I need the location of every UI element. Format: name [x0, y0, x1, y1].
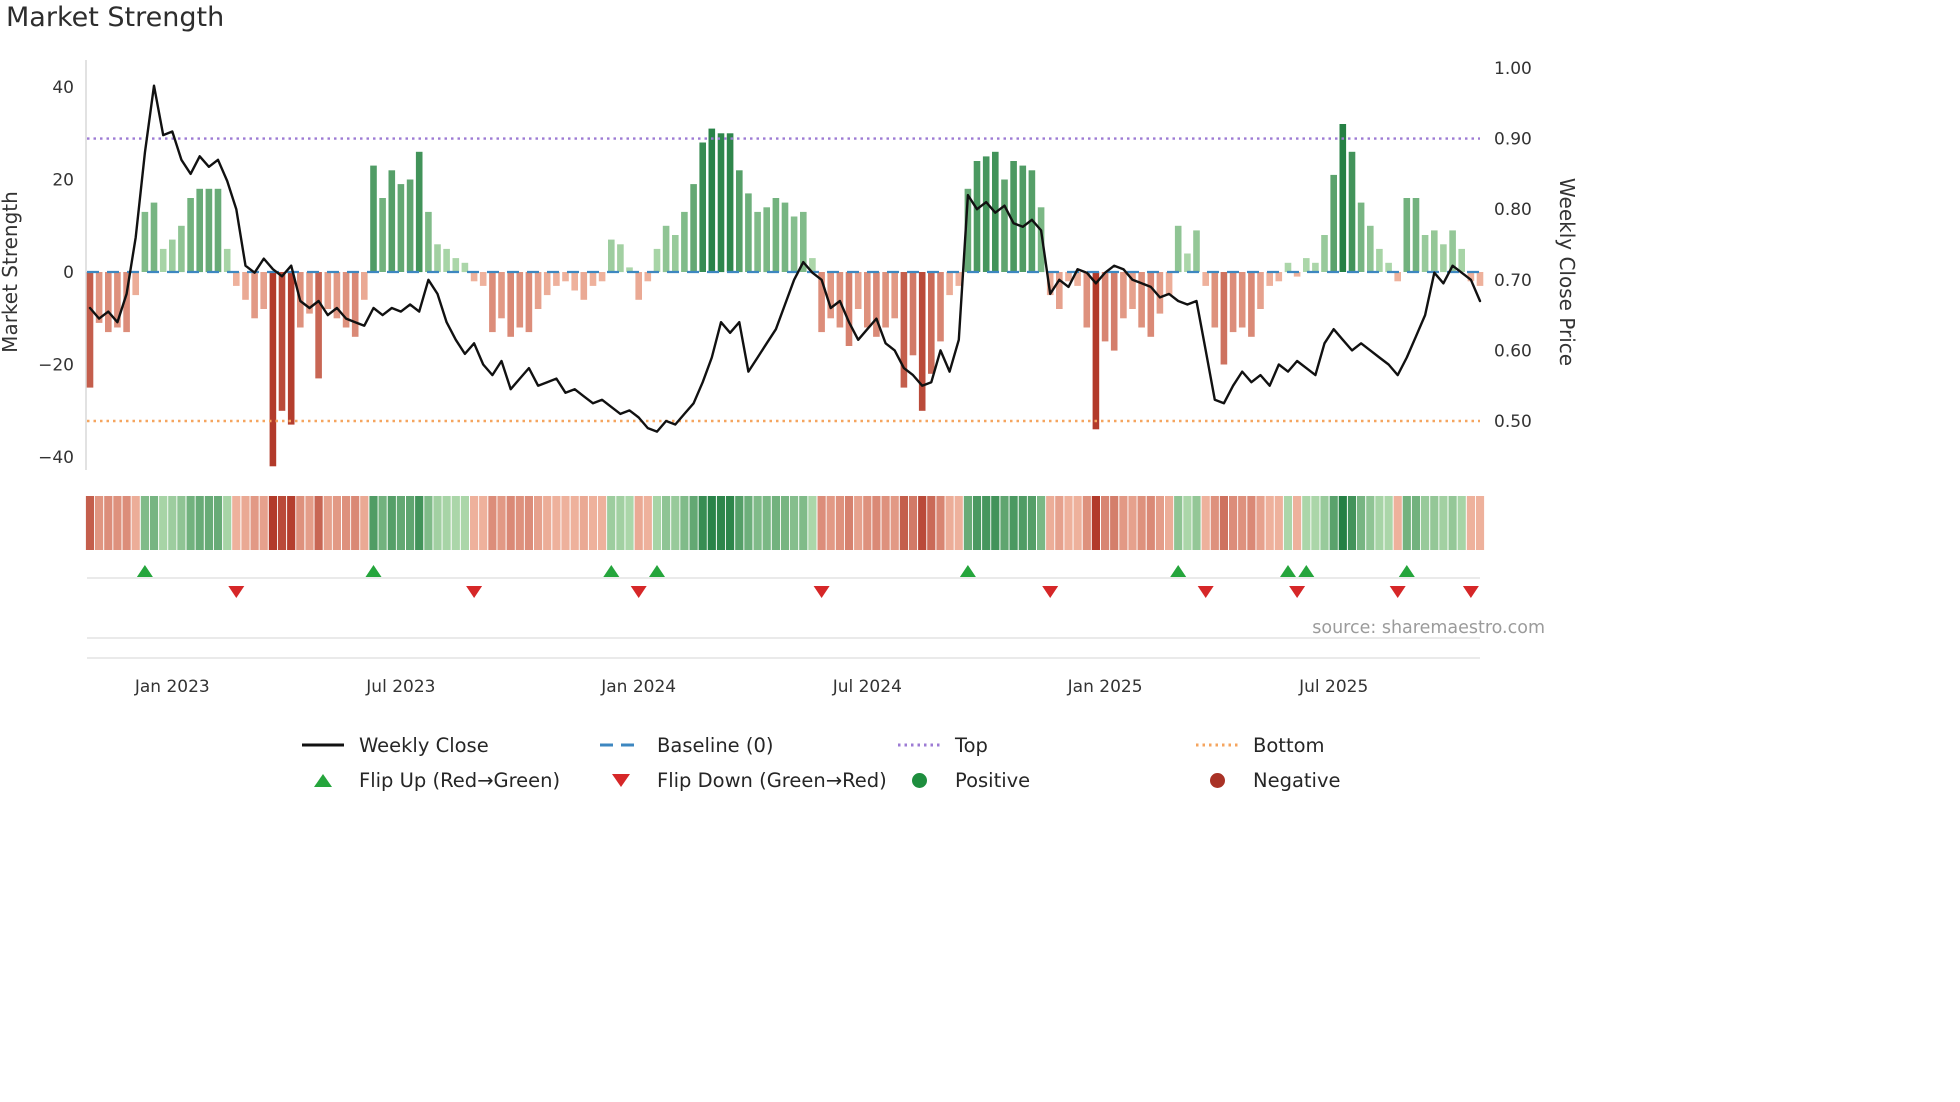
flip-down-marker — [1042, 586, 1059, 598]
right-axis-tick-label: 0.80 — [1494, 200, 1532, 220]
strength-heatmap-strip — [85, 496, 1485, 550]
x-axis-tick-label: Jan 2024 — [600, 677, 676, 697]
legend-item-weekly-close: Weekly Close — [300, 732, 598, 758]
legend-item-flip-up: Flip Up (Red→Green) — [300, 767, 598, 793]
positive-dot-icon — [896, 772, 942, 788]
left-axis-tick-label: −40 — [38, 448, 74, 468]
flip-up-triangle-icon — [300, 773, 346, 787]
left-axis-tick-label: 20 — [52, 171, 74, 191]
bottom-line-sample — [1194, 737, 1240, 753]
legend-item-negative: Negative — [1194, 767, 1492, 793]
strength-bars — [86, 124, 1484, 467]
x-axis-tick-label: Jan 2025 — [1067, 677, 1143, 697]
flip-up-marker — [649, 565, 665, 577]
left-axis-tick-label: 0 — [63, 263, 74, 283]
market-strength-chart: 40 20 0 −20 −40 1.00 0.90 0.80 0.70 0.60 0.50 Jan 2… — [0, 59, 1579, 697]
left-axis-tick-label: −20 — [38, 356, 74, 376]
right-axis-tick-label: 1.00 — [1494, 59, 1532, 79]
flip-down-marker — [1462, 586, 1479, 598]
flip-up-marker — [1280, 565, 1296, 577]
left-axis-tick-label: 40 — [52, 78, 74, 98]
right-axis-title: Weekly Close Price — [1555, 178, 1579, 366]
baseline-line-sample — [598, 737, 644, 753]
legend-label-top: Top — [955, 733, 988, 757]
x-axis-tick-label: Jan 2023 — [134, 677, 210, 697]
chart-area: 40 20 0 −20 −40 1.00 0.90 0.80 0.70 0.60 0.50 Jan 2… — [0, 59, 1579, 697]
right-axis-tick-label: 0.70 — [1494, 271, 1532, 291]
flip-up-marker — [603, 565, 620, 577]
legend-label-positive: Positive — [955, 768, 1031, 792]
flip-up-marker — [959, 565, 976, 577]
flip-down-triangle-icon — [598, 773, 644, 787]
flip-down-marker — [228, 586, 245, 598]
flip-up-marker — [136, 565, 153, 577]
page-title: Market Strength — [6, 2, 225, 33]
legend-label-bottom: Bottom — [1253, 733, 1325, 757]
right-axis-tick-label: 0.60 — [1494, 341, 1532, 361]
top-line-sample — [896, 737, 942, 753]
flip-up-marker — [1298, 565, 1315, 577]
legend-label-baseline: Baseline (0) — [657, 733, 774, 757]
flip-down-marker — [630, 586, 647, 598]
legend-item-top: Top — [896, 732, 1194, 758]
legend-item-bottom: Bottom — [1194, 732, 1492, 758]
legend-label-flip-up: Flip Up (Red→Green) — [359, 768, 561, 792]
x-axis-tick-label: Jul 2025 — [1298, 677, 1368, 697]
right-axis-tick-label: 0.90 — [1494, 130, 1532, 150]
left-axis-title: Market Strength — [0, 191, 22, 353]
right-axis-tick-label: 0.50 — [1494, 412, 1532, 432]
flip-down-marker — [1197, 586, 1214, 598]
legend-label-flip-down: Flip Down (Green→Red) — [657, 768, 887, 792]
flip-up-marker — [1170, 565, 1187, 577]
legend-label-weekly-close: Weekly Close — [359, 733, 489, 757]
x-axis-tick-label: Jul 2024 — [832, 677, 902, 697]
legend-item-baseline: Baseline (0) — [598, 732, 896, 758]
flip-down-marker — [466, 586, 483, 598]
legend-item-positive: Positive — [896, 767, 1194, 793]
weekly-close-line-sample — [300, 737, 346, 753]
weekly-close-line — [88, 84, 1482, 433]
legend-item-flip-down: Flip Down (Green→Red) — [598, 767, 896, 793]
flip-up-marker — [365, 565, 382, 577]
legend-label-negative: Negative — [1253, 768, 1341, 792]
source-caption: source: sharemaestro.com — [1312, 618, 1545, 638]
flip-down-marker — [1389, 586, 1406, 598]
negative-dot-icon — [1194, 772, 1240, 788]
x-axis-tick-label: Jul 2023 — [365, 677, 435, 697]
flip-down-marker — [813, 586, 830, 598]
flip-down-marker — [1289, 586, 1306, 598]
flip-up-marker — [1398, 565, 1415, 577]
chart-legend: Weekly Close Baseline (0) Top Bottom Fli… — [300, 732, 1492, 793]
